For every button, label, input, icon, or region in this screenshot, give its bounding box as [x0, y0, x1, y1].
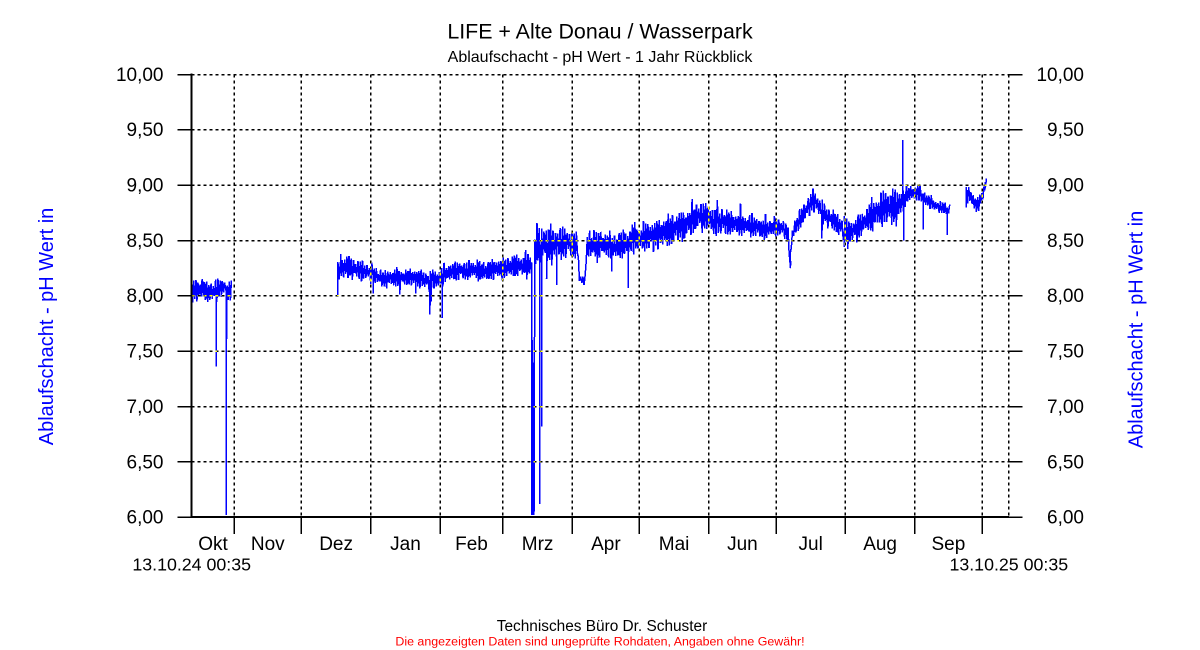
svg-text:Apr: Apr: [591, 534, 621, 555]
svg-text:8,50: 8,50: [127, 231, 164, 252]
svg-text:8,00: 8,00: [127, 286, 164, 307]
svg-text:10,00: 10,00: [116, 65, 164, 86]
svg-text:8,50: 8,50: [1047, 231, 1084, 252]
svg-text:7,00: 7,00: [127, 397, 164, 418]
svg-text:Ablaufschacht - pH Wert in: Ablaufschacht - pH Wert in: [1126, 211, 1148, 449]
svg-text:Aug: Aug: [863, 534, 897, 555]
svg-text:Jan: Jan: [390, 534, 421, 555]
svg-text:Technisches Büro Dr. Schuster: Technisches Büro Dr. Schuster: [497, 618, 707, 635]
svg-text:6,50: 6,50: [127, 452, 164, 473]
svg-text:9,00: 9,00: [1047, 176, 1084, 197]
svg-text:Sep: Sep: [931, 534, 965, 555]
svg-text:7,50: 7,50: [1047, 342, 1084, 363]
svg-text:9,50: 9,50: [1047, 120, 1084, 141]
svg-text:8,00: 8,00: [1047, 286, 1084, 307]
svg-text:13.10.25 00:35: 13.10.25 00:35: [949, 554, 1068, 574]
svg-text:Ablaufschacht - pH Wert - 1 Ja: Ablaufschacht - pH Wert - 1 Jahr Rückbli…: [448, 49, 754, 66]
svg-text:13.10.24 00:35: 13.10.24 00:35: [132, 554, 251, 574]
svg-text:Feb: Feb: [455, 534, 488, 555]
svg-text:10,00: 10,00: [1036, 65, 1084, 86]
svg-text:9,50: 9,50: [127, 120, 164, 141]
svg-text:9,00: 9,00: [127, 176, 164, 197]
svg-text:Die angezeigten Daten sind ung: Die angezeigten Daten sind ungeprüfte Ro…: [395, 635, 804, 649]
svg-text:LIFE + Alte Donau / Wasserpark: LIFE + Alte Donau / Wasserpark: [447, 20, 753, 44]
svg-text:7,00: 7,00: [1047, 397, 1084, 418]
svg-text:6,00: 6,00: [127, 508, 164, 529]
svg-text:Mrz: Mrz: [522, 534, 554, 555]
svg-text:Jun: Jun: [727, 534, 758, 555]
svg-text:Mai: Mai: [659, 534, 690, 555]
svg-text:Nov: Nov: [251, 534, 285, 555]
svg-text:Okt: Okt: [198, 534, 228, 555]
svg-text:6,50: 6,50: [1047, 452, 1084, 473]
svg-text:7,50: 7,50: [127, 342, 164, 363]
svg-text:Jul: Jul: [799, 534, 823, 555]
svg-text:6,00: 6,00: [1047, 508, 1084, 529]
svg-text:Ablaufschacht - pH Wert in: Ablaufschacht - pH Wert in: [36, 208, 58, 446]
svg-text:Dez: Dez: [319, 534, 353, 555]
